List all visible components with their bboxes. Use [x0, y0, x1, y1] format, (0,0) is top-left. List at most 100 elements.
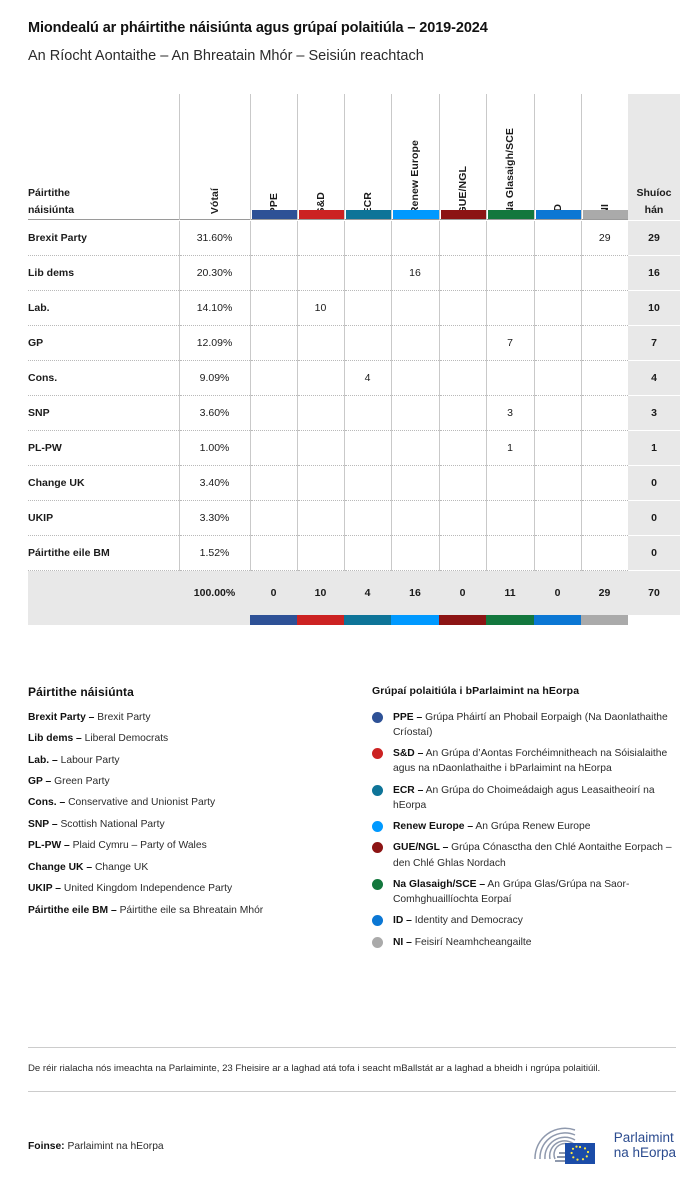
row-seats-id [533, 430, 581, 467]
row-seats-sd [296, 465, 344, 502]
header-group-gue-label: GUE/NGL [456, 165, 469, 215]
legend-groups-heading: Grúpaí polaitiúla i bParlaimint na hEorp… [372, 684, 580, 697]
totals-seats-sd: 10 [297, 570, 344, 615]
row-party-name: Brexit Party [28, 220, 179, 257]
row-seats-ppe [249, 500, 297, 537]
row-seats-re [390, 500, 439, 537]
row-seats-gue [438, 255, 486, 292]
row-seats-gue [438, 395, 486, 432]
totals-votes: 100.00% [179, 570, 250, 615]
legend-party-name: Brexit Party [94, 711, 151, 723]
color-swatch-id [535, 210, 581, 220]
legend-group-text: ID – Identity and Democracy [393, 913, 523, 928]
legend-group-item: GUE/NGL – Grúpa Cónasctha den Chlé Aonta… [372, 840, 676, 870]
legend-group-text: ECR – An Grúpa do Choimeádaigh agus Leas… [393, 783, 676, 813]
legend-party-abbr: Cons. – [28, 797, 66, 809]
row-seats-vert: 7 [485, 325, 534, 362]
row-seats-vert: 3 [485, 395, 534, 432]
row-party-name: PL-PW [28, 430, 179, 467]
row-seats-sd [296, 535, 344, 572]
legend-group-text: S&D – An Grúpa d’Aontas Forchéimnitheach… [393, 746, 676, 776]
row-total-seats: 7 [628, 325, 680, 362]
legend-party-abbr: Brexit Party – [28, 711, 95, 723]
footer-color-swatch-vert [486, 614, 534, 625]
row-seats-ni [580, 430, 628, 467]
row-votes: 3.40% [178, 465, 250, 502]
legend-group-text: Na Glasaigh/SCE – An Grúpa Glas/Grúpa na… [393, 877, 676, 907]
totals-seats-id: 0 [534, 570, 581, 615]
row-total-seats: 0 [628, 500, 680, 537]
legend-color-dot-icon [372, 821, 383, 833]
footer-color-swatch-re [391, 614, 439, 625]
header-separator-row [28, 219, 680, 221]
row-total-seats: 4 [628, 360, 680, 397]
row-seats-gue [438, 500, 486, 537]
row-seats-ppe [249, 220, 297, 257]
legend-party-item: PL-PW – Plaid Cymru – Party of Wales [28, 839, 348, 854]
row-seats-ni: 29 [580, 220, 628, 257]
row-votes: 9.09% [178, 360, 250, 397]
row-votes: 14.10% [178, 290, 250, 327]
row-seats-gue [438, 290, 486, 327]
row-seats-re [390, 360, 439, 397]
legend-group-abbr: ECR – [393, 784, 424, 796]
row-seats-id [533, 325, 581, 362]
row-party-name: UKIP [28, 500, 179, 537]
row-party-name: Change UK [28, 465, 179, 502]
legend-party-abbr: Change UK – [28, 861, 93, 873]
legend-group-name: Grúpa Cónasctha den Chlé Aontaithe Eorpa… [393, 842, 672, 869]
row-party-name: Lib dems [28, 255, 179, 292]
row-seats-re [390, 535, 439, 572]
table-row: Lab. 14.10% 10 10 [28, 290, 680, 327]
legend-color-dot-icon [372, 842, 383, 854]
row-seats-vert [485, 465, 534, 502]
header-group-ni: NI [580, 93, 628, 220]
header-group-ppe: PPE [249, 93, 297, 220]
legend-group-abbr: GUE/NGL – [393, 842, 449, 854]
legend-parties-heading: Páirtithe náisiúnta [28, 684, 134, 699]
legend-group-abbr: S&D – [393, 748, 424, 760]
row-total-seats: 0 [628, 465, 680, 502]
page-subtitle: An Ríocht Aontaithe – An Bhreatain Mhór … [28, 48, 424, 65]
row-seats-id [533, 255, 581, 292]
legend-color-dot-icon [372, 936, 383, 948]
row-party-name: GP [28, 325, 179, 362]
totals-seats-ni: 29 [581, 570, 628, 615]
row-total-seats: 29 [628, 220, 680, 257]
legend-party-abbr: Páirtithe eile BM – [28, 904, 117, 916]
row-seats-vert [485, 255, 534, 292]
totals-seats-ecr: 4 [344, 570, 391, 615]
ep-hemicycle-icon [533, 1127, 595, 1164]
legend-party-item: Páirtithe eile BM – Páirtithe eile sa Bh… [28, 904, 348, 919]
header-group-re-label: Renew Europe [409, 140, 421, 215]
header-party-column: Páirtithe náisiúnta [28, 94, 179, 220]
row-seats-re [390, 430, 439, 467]
table-totals-row: 100.00% 0 10 4 16 0 11 0 29 70 [28, 570, 680, 615]
row-seats-ni [580, 535, 628, 572]
legend-group-abbr: PPE – [393, 711, 423, 723]
table-row: GP 12.09% 7 7 [28, 325, 680, 362]
header-seats-column: Shuíoc hán [628, 93, 680, 220]
row-seats-ni [580, 465, 628, 502]
row-party-name: SNP [28, 395, 179, 432]
row-seats-ppe [249, 535, 297, 572]
legend-area: Páirtithe náisiúnta Brexit Party – Brexi… [0, 625, 700, 956]
legend-group-item: ID – Identity and Democracy [372, 913, 676, 928]
header-group-ecr-label: ECR [361, 191, 374, 215]
legend-group-item: NI – Feisirí Neamhcheangailte [372, 935, 676, 950]
table-body: Brexit Party 31.60% 29 29 Lib dems 20.30% 16 16… [28, 220, 680, 625]
header-seats-line1: Shuíoc [636, 187, 672, 200]
legend-party-abbr: SNP – [28, 818, 58, 830]
header-group-ecr: ECR [343, 93, 391, 220]
legend-party-name: Change UK [92, 861, 149, 873]
color-swatch-sd [298, 210, 344, 220]
header-group-ppe-label: PPE [267, 192, 280, 215]
row-seats-gue [438, 465, 486, 502]
row-votes: 1.52% [178, 535, 250, 572]
header-party-line1: Páirtithe [28, 186, 71, 199]
legend-group-name: An Grúpa do Choimeádaigh agus Leasaitheo… [393, 784, 655, 811]
legend-party-item: SNP – Scottish National Party [28, 818, 348, 833]
ep-logo-line2: na hEorpa [613, 1145, 676, 1160]
legend-party-item: Brexit Party – Brexit Party [28, 711, 348, 726]
source-label: Foinse: [28, 1140, 65, 1152]
